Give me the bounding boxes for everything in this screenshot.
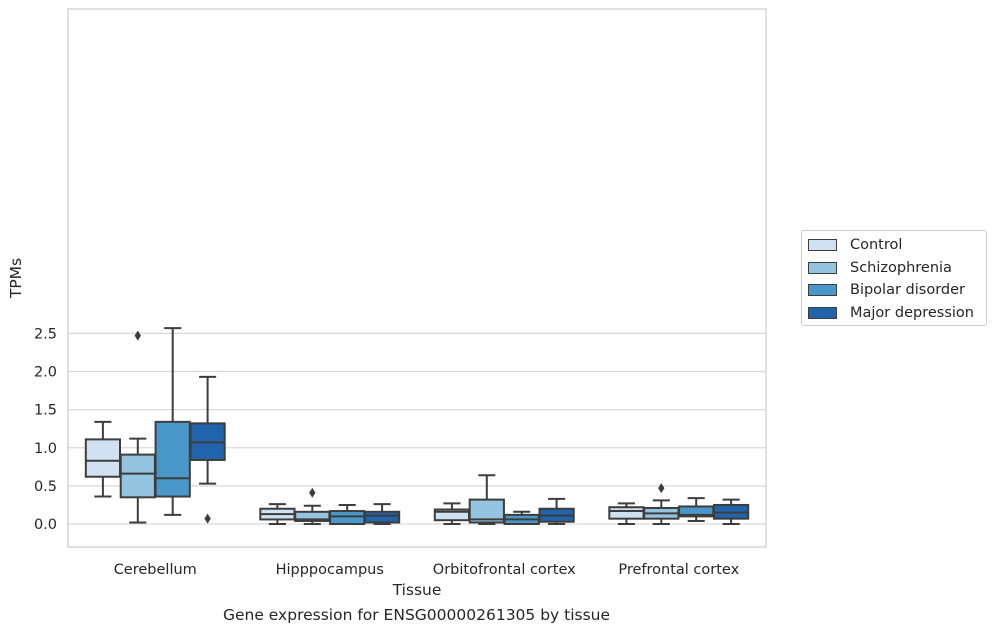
box-group [608,502,645,525]
box-group [259,503,296,525]
legend-item-schizophrenia: Schizophrenia [808,257,986,280]
axis-layer: Tissue TPMs 0.0 0.5 1.0 1.5 2.0 2.5 Cerebellum… [7,258,740,599]
legend-item-bipolar-disorder: Bipolar disorder [808,279,986,302]
box-body [608,506,645,520]
y-tick-label: 2.0 [34,365,57,381]
y-axis-title: TPMs [7,258,25,299]
x-tick-label: Hipppocampus [276,562,384,578]
legend-item-control: Control [808,234,986,257]
legend-swatch-bipolar-disorder [808,284,837,297]
legend-label-control: Control [850,237,903,254]
outlier-point [658,483,665,494]
x-axis-title: Tissue [392,581,442,599]
box-group [154,327,191,516]
box-body [84,438,122,478]
box-group [189,375,226,524]
legend-swatch-schizophrenia [808,261,837,274]
box-group [538,497,575,525]
legend-item-major-depression: Major depression [808,302,986,325]
x-tick-label: Prefrontal cortex [618,562,739,578]
outlier-point [204,513,211,524]
x-tick-label: Cerebellum [114,562,197,578]
legend-label-schizophrenia: Schizophrenia [850,259,952,276]
box-group [678,497,715,522]
box-group [294,487,331,525]
chart-caption: Gene expression for ENSG00000261305 by t… [222,606,611,624]
legend-swatch-control [808,239,837,252]
box-body [329,510,366,526]
plot-frame [67,8,767,548]
y-tick-label: 2.5 [34,326,57,342]
box-group [468,474,505,525]
box-group [329,503,366,526]
box-body [363,510,401,524]
box-group [643,483,680,525]
outlier-point [309,487,316,498]
legend-label-bipolar-disorder: Bipolar disorder [850,282,965,299]
box-body [468,498,505,524]
y-tick-label: 0.0 [34,517,57,533]
legend-label-major-depression: Major depression [850,304,974,321]
x-tick-label: Orbitofrontal cortex [433,562,576,578]
y-tick-label: 0.5 [34,479,57,495]
box-group [433,502,471,525]
chart-legend: Control Schizophrenia Bipolar disorder M… [801,230,987,326]
legend-swatch-major-depression [808,306,837,319]
y-tick-label: 1.5 [34,403,57,419]
box-group [363,503,401,525]
box-group [503,510,540,525]
y-tick-label: 1.0 [34,441,57,457]
box-layer [84,327,750,526]
outlier-point [134,330,141,341]
box-body [154,420,191,498]
box-group [712,498,750,525]
box-group [119,330,156,524]
box-body [119,453,156,499]
